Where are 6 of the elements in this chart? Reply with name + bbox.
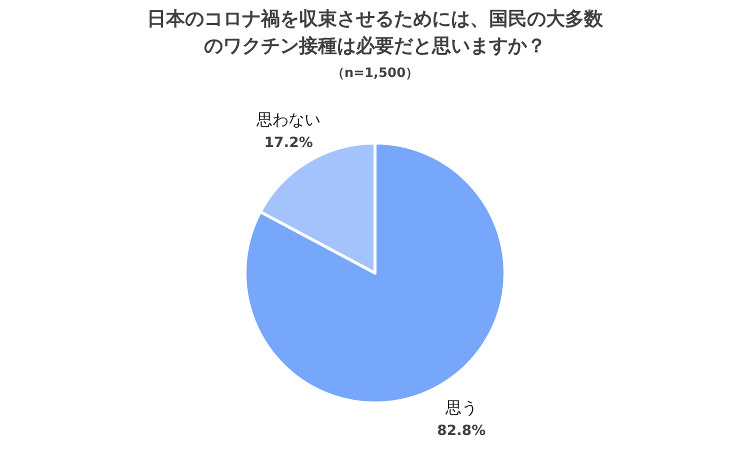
slice-label: 思わない (256, 110, 321, 129)
data-label: 82.8% (437, 423, 486, 440)
data-label: 17.2% (264, 134, 313, 151)
slice-label: 思う (444, 398, 478, 418)
chart-subtitle: （n=1,500） (330, 65, 420, 82)
chart-title: 日本のコロナ禍を収束させるためには、国民の大多数のワクチン接種は必要だと思いますか？ (146, 7, 604, 59)
